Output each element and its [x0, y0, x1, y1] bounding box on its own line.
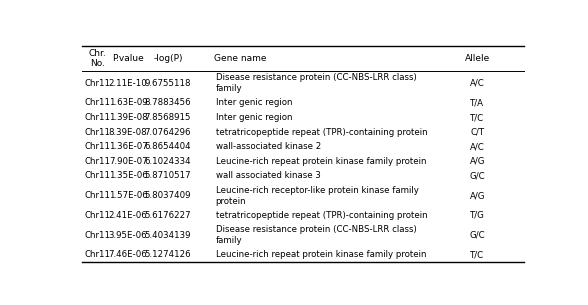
Text: P.value: P.value [112, 54, 144, 63]
Text: -log(P): -log(P) [153, 54, 183, 63]
Text: 8.7883456: 8.7883456 [145, 99, 191, 107]
Text: 1.36E-07: 1.36E-07 [109, 142, 148, 151]
Text: Chr11: Chr11 [84, 142, 110, 151]
Text: C/T: C/T [470, 128, 485, 137]
Text: 5.8710517: 5.8710517 [145, 171, 191, 181]
Text: Chr11: Chr11 [84, 79, 110, 88]
Text: tetratricopeptide repeat (TPR)-containing protein: tetratricopeptide repeat (TPR)-containin… [216, 211, 427, 220]
Text: 5.8037409: 5.8037409 [145, 191, 191, 200]
Text: wall-associated kinase 2: wall-associated kinase 2 [216, 142, 321, 151]
Text: Allele: Allele [465, 54, 490, 63]
Text: 6.8654404: 6.8654404 [145, 142, 191, 151]
Text: Chr11: Chr11 [84, 171, 110, 181]
Text: 1.57E-06: 1.57E-06 [109, 191, 148, 200]
Text: Chr.
No.: Chr. No. [88, 49, 106, 68]
Text: G/C: G/C [469, 231, 485, 239]
Text: 5.6176227: 5.6176227 [145, 211, 191, 220]
Text: Gene name: Gene name [214, 54, 267, 63]
Text: Chr11: Chr11 [84, 231, 110, 239]
Text: Inter genic region: Inter genic region [216, 99, 292, 107]
Text: T/C: T/C [470, 113, 485, 122]
Text: 9.6755118: 9.6755118 [145, 79, 191, 88]
Text: T/C: T/C [470, 250, 485, 259]
Text: 1.39E-08: 1.39E-08 [109, 113, 148, 122]
Text: 1.35E-06: 1.35E-06 [109, 171, 148, 181]
Text: 6.1024334: 6.1024334 [145, 157, 191, 166]
Text: Chr11: Chr11 [84, 211, 110, 220]
Text: 2.41E-06: 2.41E-06 [109, 211, 148, 220]
Text: Leucine-rich repeat protein kinase family protein: Leucine-rich repeat protein kinase famil… [216, 157, 426, 166]
Text: Chr11: Chr11 [84, 191, 110, 200]
Text: Disease resistance protein (CC-NBS-LRR class)
family: Disease resistance protein (CC-NBS-LRR c… [216, 225, 416, 245]
Text: T/A: T/A [470, 99, 485, 107]
Text: Leucine-rich receptor-like protein kinase family
protein: Leucine-rich receptor-like protein kinas… [216, 186, 419, 206]
Text: Chr11: Chr11 [84, 99, 110, 107]
Text: 5.1274126: 5.1274126 [145, 250, 191, 259]
Text: Chr11: Chr11 [84, 128, 110, 137]
Text: 7.46E-06: 7.46E-06 [109, 250, 148, 259]
Text: Chr11: Chr11 [84, 250, 110, 259]
Text: Leucine-rich repeat protein kinase family protein: Leucine-rich repeat protein kinase famil… [216, 250, 426, 259]
Text: 3.95E-06: 3.95E-06 [109, 231, 148, 239]
Text: tetratricopeptide repeat (TPR)-containing protein: tetratricopeptide repeat (TPR)-containin… [216, 128, 427, 137]
Text: A/G: A/G [470, 157, 485, 166]
Text: A/G: A/G [470, 191, 485, 200]
Text: 5.4034139: 5.4034139 [145, 231, 191, 239]
Text: 8.39E-08: 8.39E-08 [109, 128, 148, 137]
Text: T/G: T/G [470, 211, 485, 220]
Text: A/C: A/C [470, 79, 485, 88]
Text: Disease resistance protein (CC-NBS-LRR class)
family: Disease resistance protein (CC-NBS-LRR c… [216, 74, 416, 93]
Text: 7.8568915: 7.8568915 [145, 113, 191, 122]
Text: 7.90E-07: 7.90E-07 [109, 157, 148, 166]
Text: G/C: G/C [469, 171, 485, 181]
Text: Chr11: Chr11 [84, 113, 110, 122]
Text: 1.63E-09: 1.63E-09 [109, 99, 148, 107]
Text: Chr11: Chr11 [84, 157, 110, 166]
Text: 2.11E-10: 2.11E-10 [109, 79, 148, 88]
Text: wall associated kinase 3: wall associated kinase 3 [216, 171, 320, 181]
Text: Inter genic region: Inter genic region [216, 113, 292, 122]
Text: 7.0764296: 7.0764296 [145, 128, 191, 137]
Text: A/C: A/C [470, 142, 485, 151]
